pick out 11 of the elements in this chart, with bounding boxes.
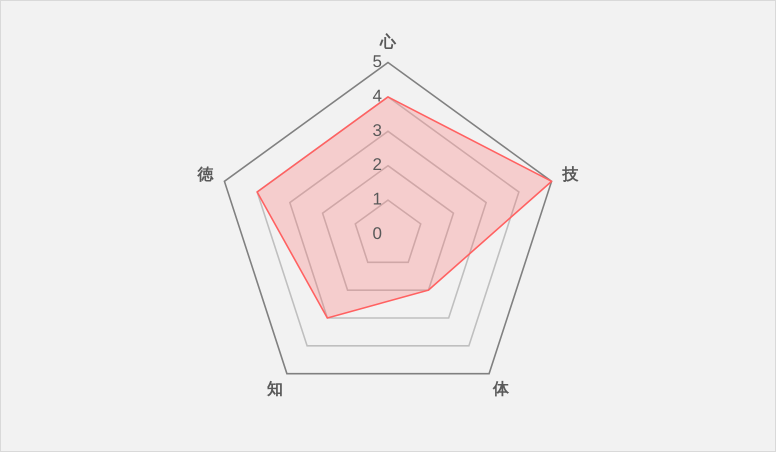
spoke-label: 心 <box>379 32 397 51</box>
spoke-label: 知 <box>266 379 284 398</box>
y-tick-label: 4 <box>372 86 382 106</box>
y-tick-label: 0 <box>372 224 382 243</box>
y-tick-label: 1 <box>372 190 382 209</box>
spoke-label: 徳 <box>196 164 214 184</box>
y-tick-label: 5 <box>372 52 382 71</box>
spoke-label: 体 <box>492 379 510 398</box>
y-tick-label: 3 <box>372 120 382 140</box>
spoke-label: 技 <box>562 164 580 184</box>
y-tick-label: 2 <box>372 155 382 174</box>
